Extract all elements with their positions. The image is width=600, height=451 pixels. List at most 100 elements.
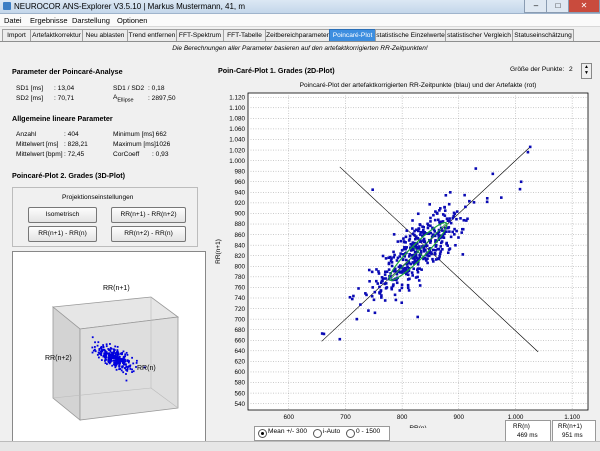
plot3d-point — [115, 351, 118, 354]
rr-point — [459, 217, 462, 220]
maximize-button[interactable]: □ — [546, 0, 570, 13]
menu-ergebnisse[interactable]: Ergebnisse — [30, 16, 68, 25]
plot3d-point — [122, 356, 125, 359]
spin-down-icon[interactable]: ▼ — [584, 70, 589, 76]
rr-point — [442, 236, 446, 240]
plot3d-point — [127, 361, 130, 364]
rr-point — [409, 242, 413, 246]
sd2-value: : 70,71 — [54, 95, 75, 102]
menu-datei[interactable]: Datei — [4, 16, 22, 25]
point-size-spinner[interactable]: ▲ ▼ — [581, 63, 592, 79]
rr-point — [367, 309, 370, 312]
rr-n1-n2-button[interactable]: RR(n+1) - RR(n+2) — [111, 207, 186, 223]
tab-neu-ablasten[interactable]: Neu ablasten — [82, 29, 128, 41]
plot3d-point — [114, 366, 117, 369]
poincare-3d-plot[interactable]: RR(n+1) RR(n+2) RR(n) — [12, 251, 206, 443]
rr-point — [387, 268, 391, 271]
menu-optionen[interactable]: Optionen — [117, 16, 148, 25]
rr-point — [381, 254, 385, 258]
tab-statistische-einzelwerte[interactable]: statistische Einzelwerte — [375, 29, 446, 41]
plot3d-point — [104, 350, 107, 353]
count-label: Anzahl — [16, 131, 37, 138]
rr-point — [371, 286, 375, 289]
plot3d-point — [121, 358, 124, 361]
plot3d-point — [94, 341, 96, 344]
isometric-button[interactable]: Isometrisch — [28, 207, 97, 223]
radio-i-auto-label[interactable]: i-Auto — [323, 428, 341, 435]
plot3d-point — [124, 353, 127, 356]
rr-point — [438, 252, 442, 255]
spin-up-icon[interactable]: ▲ — [584, 64, 589, 70]
plot3d-point — [112, 352, 115, 355]
rr-point — [355, 317, 359, 321]
ellipse-area-letter: A — [113, 94, 118, 101]
radio-i-auto[interactable] — [313, 429, 322, 438]
y-tick-label: 760 — [234, 285, 245, 292]
rr-n2-n-button[interactable]: RR(n+2) - RR(n) — [111, 226, 186, 242]
radio-0-1500-label[interactable]: 0 - 1500 — [356, 428, 381, 435]
tab-statistischer-vergleich[interactable]: statistischer Vergleich — [445, 29, 513, 41]
rr-point — [448, 219, 451, 223]
radio-mean-300-label[interactable]: Mean +/- 300 — [268, 428, 308, 435]
plot3d-point — [106, 352, 109, 355]
tab-fft-tabelle[interactable]: FFT-Tabelle — [223, 29, 266, 41]
rr-point — [381, 277, 385, 280]
plot3d-point — [108, 352, 111, 355]
minimize-button[interactable]: – — [524, 0, 548, 13]
plot3d-point — [105, 351, 108, 354]
rr-point — [428, 249, 432, 253]
rr-point — [371, 188, 374, 191]
plot3d-point — [135, 359, 138, 362]
y-tick-label: 880 — [234, 221, 245, 228]
rr-point — [518, 187, 522, 191]
rr-point — [434, 249, 437, 252]
rr-point — [426, 223, 430, 227]
rr-point — [430, 252, 433, 256]
rr-point — [454, 243, 457, 247]
plot3d-point — [116, 351, 119, 353]
rr-point — [436, 232, 439, 235]
rr-point — [412, 248, 415, 252]
rr-point — [397, 265, 401, 269]
plot3d-point — [135, 362, 138, 364]
y-tick-label: 860 — [234, 232, 245, 239]
radio-mean-300[interactable] — [258, 429, 267, 438]
plot3d-point — [105, 343, 108, 346]
rr-point — [446, 226, 450, 230]
plot3d-point — [94, 348, 96, 351]
tab-fft-spektrum[interactable]: FFT-Spektrum — [176, 29, 224, 41]
y-axis-label: RR(n+1) — [215, 239, 222, 264]
rr-point — [434, 240, 437, 244]
minimum-value: : 662 — [152, 131, 167, 138]
y-tick-label: 960 — [234, 179, 245, 186]
ellipse-area-value: : 2897,50 — [148, 95, 176, 102]
tab-statuseinschaetzung[interactable]: Statuseinschätzung — [512, 29, 574, 41]
y-tick-label: 840 — [234, 242, 245, 249]
tab-zeitbereichparameter[interactable]: Zeitbereichparameter — [265, 29, 330, 41]
point-size-value[interactable]: 2 — [569, 66, 573, 73]
plot3d-header: Poincaré-Plot 2. Grades (3D-Plot) — [12, 171, 126, 180]
plot3d-point — [110, 359, 112, 361]
y-tick-label: 740 — [234, 295, 245, 302]
calculation-notice: Die Berechnungen aller Parameter basiere… — [172, 45, 428, 52]
rr-point — [428, 247, 431, 251]
plot3d-point — [126, 369, 129, 372]
plot3d-point — [111, 354, 113, 357]
rr-n1-n-button[interactable]: RR(n+1) - RR(n) — [28, 226, 97, 242]
tab-trend-entfernen[interactable]: Trend entfernen — [127, 29, 177, 41]
close-button[interactable]: ✕ — [568, 0, 600, 13]
plot3d-point — [113, 348, 115, 351]
tab-poincare-plot[interactable]: Poincaré-Plot — [329, 29, 376, 41]
rr-point — [461, 253, 465, 256]
tab-artefaktkorrektur[interactable]: Artefaktkorrektur — [30, 29, 83, 41]
menu-darstellung[interactable]: Darstellung — [72, 16, 110, 25]
point-size-label: Größe der Punkte: — [510, 66, 565, 73]
x-axis-label: RR(n) — [409, 425, 426, 428]
poincare-2d-plot[interactable]: Poincaré-Plot der artefaktkorrigierten R… — [210, 80, 595, 432]
tab-import[interactable]: Import — [2, 29, 31, 41]
rr-point — [474, 167, 478, 170]
rr-point — [380, 294, 383, 297]
rr-point — [392, 233, 396, 236]
cube-back-right-edge — [150, 387, 179, 409]
radio-0-1500[interactable] — [346, 429, 355, 438]
